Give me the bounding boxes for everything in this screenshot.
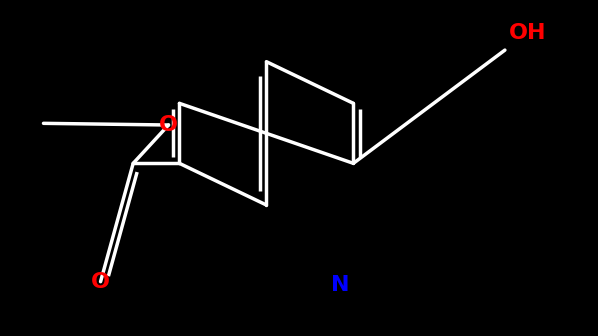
Text: O: O (91, 272, 110, 292)
Text: OH: OH (508, 23, 546, 43)
Text: N: N (331, 275, 349, 295)
Text: O: O (159, 115, 178, 135)
